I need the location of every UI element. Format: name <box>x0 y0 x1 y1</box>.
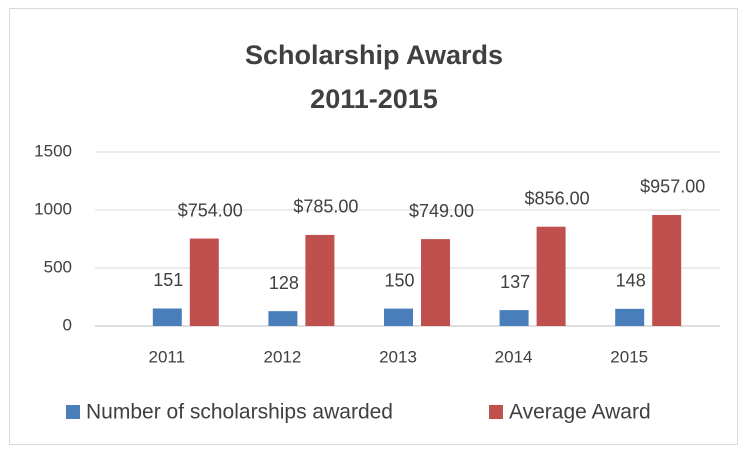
x-tick-label: 2013 <box>379 347 417 366</box>
x-tick-label: 2014 <box>495 347 533 366</box>
x-tick-label: 2012 <box>263 347 301 366</box>
data-label: 150 <box>384 270 414 290</box>
data-label: $749.00 <box>409 201 474 221</box>
chart-subtitle: 2011-2015 <box>310 84 438 114</box>
bar <box>384 308 413 326</box>
data-label: $957.00 <box>640 177 705 197</box>
data-label: 137 <box>500 272 530 292</box>
chart-title: Scholarship Awards <box>245 40 503 70</box>
data-label: $856.00 <box>525 188 590 208</box>
x-tick-label: 2011 <box>149 347 186 366</box>
bar <box>499 310 529 326</box>
bar <box>652 214 682 326</box>
chart-border <box>9 8 738 445</box>
bar <box>152 308 182 326</box>
data-label: 148 <box>616 271 646 291</box>
bar <box>305 234 335 326</box>
bar <box>615 308 645 326</box>
bar <box>421 239 450 326</box>
y-tick-label: 1000 <box>34 199 72 218</box>
data-label: $785.00 <box>293 197 358 217</box>
legend-label: Number of scholarships awarded <box>86 401 393 424</box>
legend-swatch <box>489 405 503 419</box>
x-tick-label: 2015 <box>610 347 648 366</box>
data-label: 151 <box>153 270 183 290</box>
y-tick-label: 1500 <box>34 141 72 160</box>
data-label: 128 <box>269 273 299 293</box>
legend-label: Average Award <box>509 401 651 424</box>
legend-swatch <box>66 405 80 419</box>
y-tick-label: 0 <box>63 315 72 334</box>
bar <box>189 238 219 326</box>
y-tick-label: 500 <box>44 257 72 276</box>
data-label: $754.00 <box>178 200 243 220</box>
bar <box>536 226 566 326</box>
bar <box>268 311 298 326</box>
